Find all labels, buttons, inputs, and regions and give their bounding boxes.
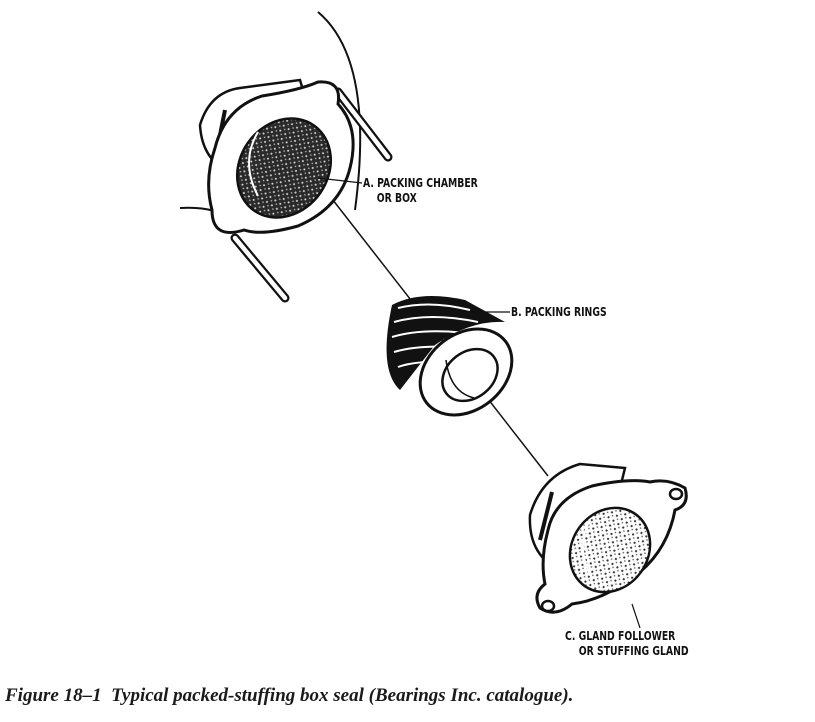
leader-c xyxy=(631,603,641,629)
stuffing-box-diagram xyxy=(179,11,688,629)
packing-rings-part xyxy=(386,296,514,417)
label-gland-follower: C. GLAND FOLLOWER OR STUFFING GLAND xyxy=(565,629,689,659)
label-c-line1: C. GLAND FOLLOWER xyxy=(565,629,676,643)
packing-chamber-part xyxy=(198,78,393,303)
caption-text: Typical packed-stuffing box seal (Bearin… xyxy=(111,685,574,706)
label-packing-chamber: A. PACKING CHAMBER OR BOX xyxy=(363,176,478,206)
label-b-line1: B. PACKING RINGS xyxy=(511,305,607,319)
figure-number: Figure 18–1 xyxy=(5,685,102,706)
label-c-line2: OR STUFFING GLAND xyxy=(578,644,689,658)
label-a-line2: OR BOX xyxy=(376,191,417,205)
label-a-line1: A. PACKING CHAMBER xyxy=(363,176,478,190)
label-packing-rings: B. PACKING RINGS xyxy=(511,305,607,320)
stud-lower xyxy=(230,233,290,303)
stud-upper xyxy=(333,87,393,162)
gland-follower-part xyxy=(528,462,688,614)
leader-a xyxy=(317,177,363,184)
figure-caption: Figure 18–1 Typical packed-stuffing box … xyxy=(5,685,573,707)
housing-arc-top xyxy=(317,11,362,211)
